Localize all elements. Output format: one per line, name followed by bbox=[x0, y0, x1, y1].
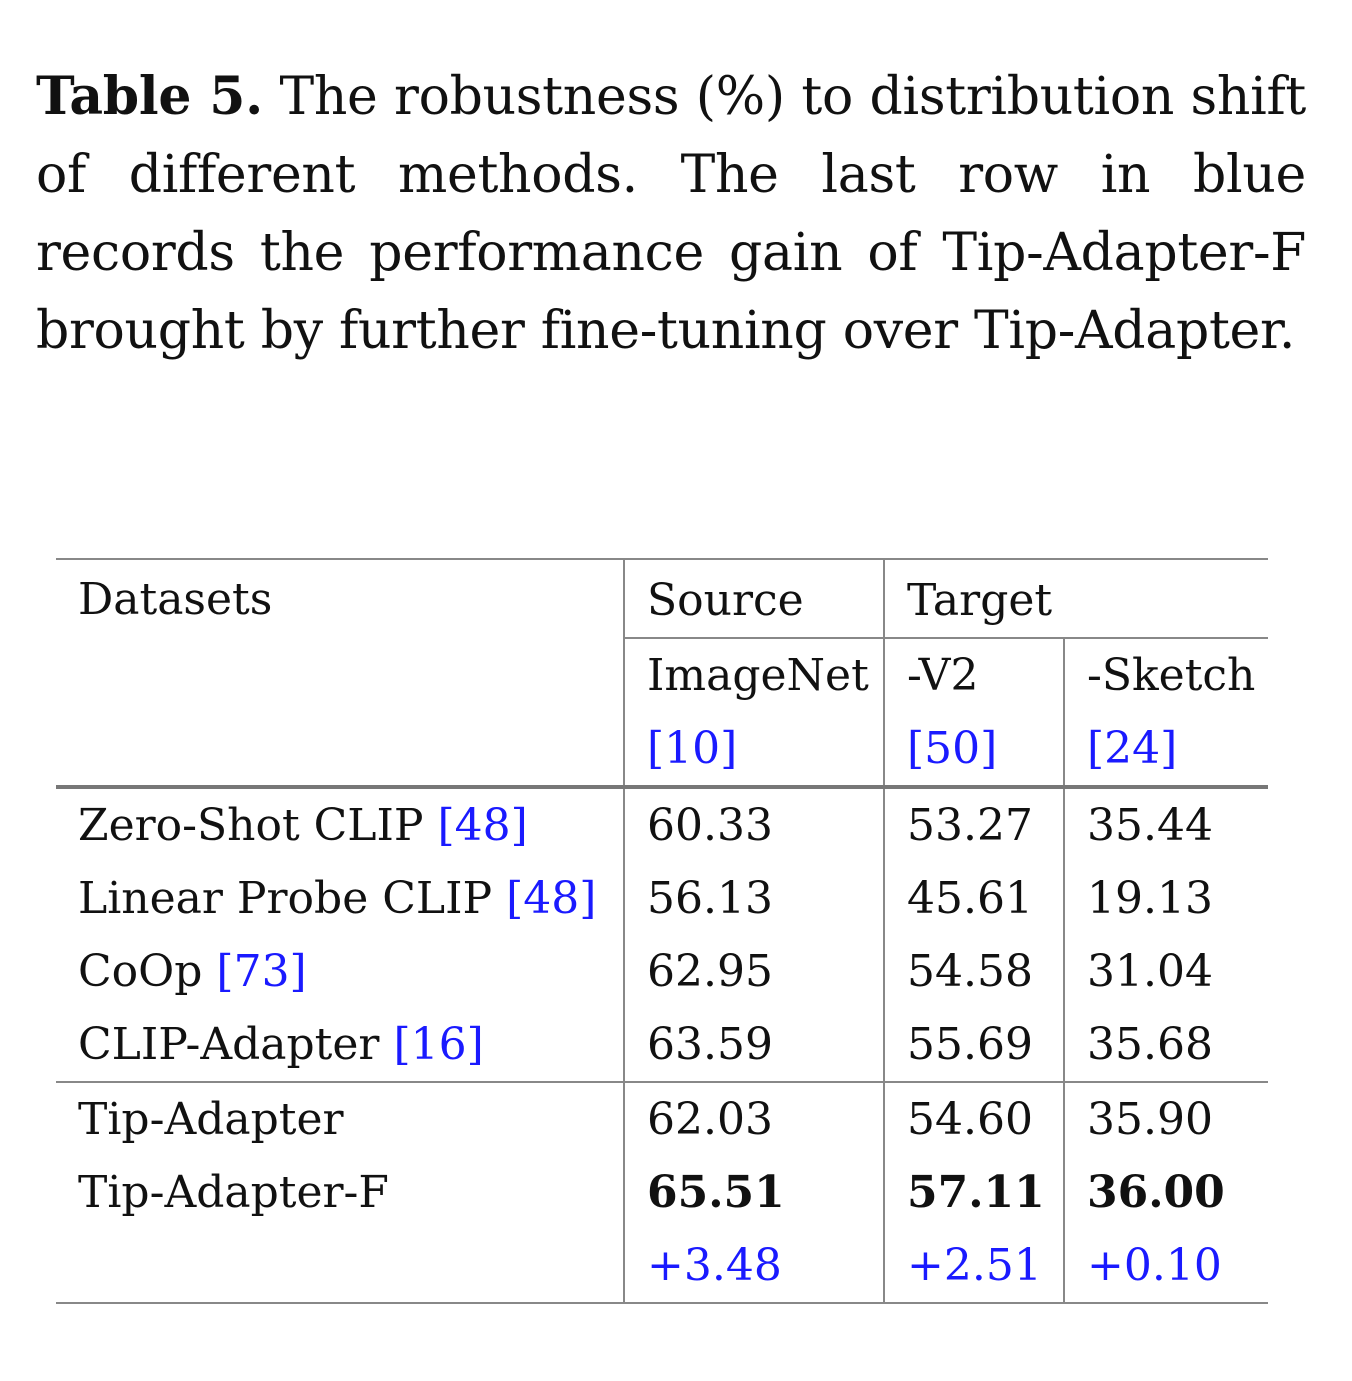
imagenet-value: 62.03 bbox=[623, 1081, 884, 1156]
method-cell: Linear Probe CLIP [48] bbox=[56, 862, 624, 935]
method-name: CoOp bbox=[78, 945, 203, 997]
method-citation[interactable]: [48] bbox=[437, 799, 528, 851]
header-row-3: [10] [50] [24] bbox=[56, 712, 1268, 787]
v2-value: 53.27 bbox=[883, 785, 1064, 862]
sketch-best-value: 36.00 bbox=[1063, 1156, 1268, 1229]
imagenet-best-value: 65.51 bbox=[623, 1156, 884, 1229]
sketch-gain: +0.10 bbox=[1063, 1229, 1268, 1304]
table-row: Zero-Shot CLIP [48] 60.33 53.27 35.44 bbox=[56, 785, 1268, 862]
sketch-value: 35.44 bbox=[1063, 785, 1268, 862]
header-row-1: Datasets Source Target bbox=[56, 558, 1268, 787]
table-row: Tip-Adapter-F 65.51 57.11 36.00 bbox=[56, 1156, 1268, 1229]
header-datasets: Datasets bbox=[56, 558, 624, 787]
table-row: Tip-Adapter 62.03 54.60 35.90 bbox=[56, 1081, 1268, 1156]
method-citation[interactable]: [48] bbox=[506, 872, 597, 924]
imagenet-value: 62.95 bbox=[623, 935, 884, 1008]
header-target: Target bbox=[883, 558, 1268, 638]
method-cell: CLIP-Adapter [16] bbox=[56, 1008, 624, 1082]
header-imagenet: ImageNet bbox=[623, 637, 884, 712]
header-row-2: ImageNet -V2 -Sketch bbox=[56, 637, 1268, 712]
sketch-value: 31.04 bbox=[1063, 935, 1268, 1008]
v2-citation[interactable]: [50] bbox=[907, 722, 998, 774]
v2-value: 55.69 bbox=[883, 1008, 1064, 1082]
method-name: Tip-Adapter-F bbox=[78, 1166, 389, 1218]
sketch-value: 19.13 bbox=[1063, 862, 1268, 935]
table-row: CoOp [73] 62.95 54.58 31.04 bbox=[56, 935, 1268, 1008]
sketch-citation[interactable]: [24] bbox=[1087, 722, 1178, 774]
sketch-value: 35.68 bbox=[1063, 1008, 1268, 1082]
v2-gain: +2.51 bbox=[883, 1229, 1064, 1304]
v2-value: 45.61 bbox=[883, 862, 1064, 935]
method-cell: CoOp [73] bbox=[56, 935, 624, 1008]
imagenet-gain: +3.48 bbox=[623, 1229, 884, 1304]
v2-value: 54.60 bbox=[883, 1081, 1064, 1156]
table-row: CLIP-Adapter [16] 63.59 55.69 35.68 bbox=[56, 1008, 1268, 1082]
header-sketch: -Sketch bbox=[1063, 637, 1268, 712]
table-caption: Table 5. The robustness (%) to distribut… bbox=[36, 58, 1306, 370]
method-name: CLIP-Adapter bbox=[78, 1018, 380, 1070]
method-name: Zero-Shot CLIP bbox=[78, 799, 424, 851]
method-cell: Zero-Shot CLIP [48] bbox=[56, 785, 624, 862]
header-v2: -V2 bbox=[883, 637, 1064, 712]
table-row: Linear Probe CLIP [48] 56.13 45.61 19.13 bbox=[56, 862, 1268, 935]
gain-row: +3.48 +2.51 +0.10 bbox=[56, 1229, 1268, 1304]
caption-label: Table 5. bbox=[36, 66, 263, 127]
sketch-value: 35.90 bbox=[1063, 1081, 1268, 1156]
method-name: Tip-Adapter bbox=[56, 1081, 624, 1156]
robustness-table: Datasets Source Target ImageNet -V2 -Ske… bbox=[56, 558, 1268, 1304]
method-name: Linear Probe CLIP bbox=[78, 872, 493, 924]
imagenet-citation[interactable]: [10] bbox=[647, 722, 738, 774]
imagenet-value: 60.33 bbox=[623, 785, 884, 862]
imagenet-value: 56.13 bbox=[623, 862, 884, 935]
imagenet-value: 63.59 bbox=[623, 1008, 884, 1082]
v2-value: 54.58 bbox=[883, 935, 1064, 1008]
caption-text: The robustness (%) to distribution shift… bbox=[36, 67, 1306, 361]
method-citation[interactable]: [16] bbox=[393, 1018, 484, 1070]
header-source: Source bbox=[623, 558, 884, 638]
method-citation[interactable]: [73] bbox=[216, 945, 307, 997]
v2-best-value: 57.11 bbox=[883, 1156, 1064, 1229]
